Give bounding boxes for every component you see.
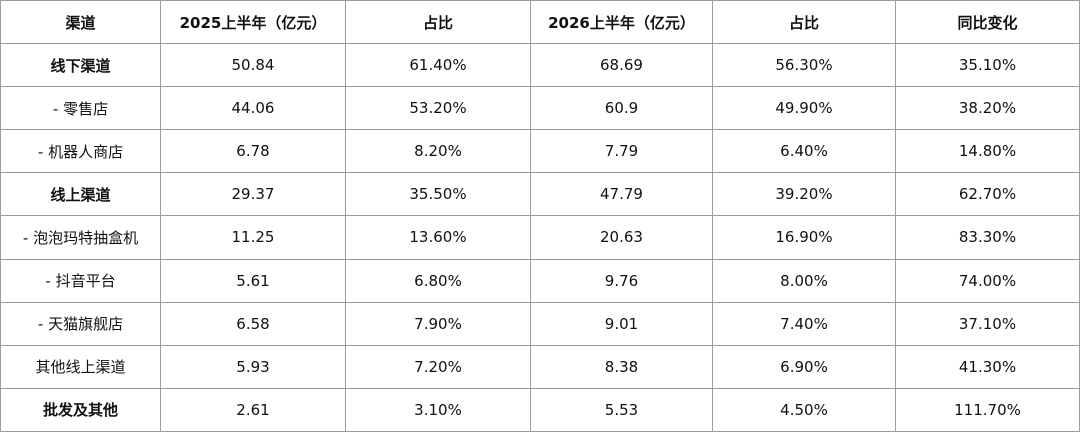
value-cell: 9.01 (530, 301, 713, 346)
value-cell: 8.00% (712, 258, 896, 303)
channel-cell: 批发及其他 (0, 387, 161, 433)
value-cell: 5.61 (160, 258, 346, 303)
channel-cell: - 抖音平台 (0, 258, 161, 303)
table-row: - 零售店 44.06 53.20% 60.9 49.90% 38.20% (0, 86, 1080, 131)
value-cell: 83.30% (895, 215, 1080, 260)
value-cell: 38.20% (895, 86, 1080, 131)
channel-cell: 线下渠道 (0, 42, 161, 88)
value-cell: 44.06 (160, 86, 346, 131)
table-row: 批发及其他 2.61 3.10% 5.53 4.50% 111.70% (0, 387, 1080, 433)
header-cell: 2026上半年（亿元） (530, 0, 713, 44)
header-cell: 渠道 (0, 0, 161, 44)
channel-cell: - 零售店 (0, 86, 161, 131)
value-cell: 7.79 (530, 129, 713, 174)
value-cell: 47.79 (530, 172, 713, 217)
value-cell: 60.9 (530, 86, 713, 131)
value-cell: 6.78 (160, 129, 346, 174)
value-cell: 29.37 (160, 172, 346, 217)
table-row: 线上渠道 29.37 35.50% 47.79 39.20% 62.70% (0, 172, 1080, 217)
table-row: - 泡泡玛特抽盒机 11.25 13.60% 20.63 16.90% 83.30% (0, 215, 1080, 260)
value-cell: 61.40% (345, 42, 531, 88)
value-cell: 35.10% (895, 42, 1080, 88)
value-cell: 3.10% (345, 387, 531, 433)
value-cell: 6.40% (712, 129, 896, 174)
table-row: - 机器人商店 6.78 8.20% 7.79 6.40% 14.80% (0, 129, 1080, 174)
value-cell: 14.80% (895, 129, 1080, 174)
value-cell: 8.38 (530, 344, 713, 389)
table-body: 线下渠道 50.84 61.40% 68.69 56.30% 35.10% - 零售店 44.… (0, 42, 1080, 433)
value-cell: 49.90% (712, 86, 896, 131)
value-cell: 50.84 (160, 42, 346, 88)
value-cell: 5.93 (160, 344, 346, 389)
value-cell: 74.00% (895, 258, 1080, 303)
table-row: - 抖音平台 5.61 6.80% 9.76 8.00% 74.00% (0, 258, 1080, 303)
table-row: 线下渠道 50.84 61.40% 68.69 56.30% 35.10% (0, 42, 1080, 88)
value-cell: 53.20% (345, 86, 531, 131)
channel-cell: - 泡泡玛特抽盒机 (0, 215, 161, 260)
value-cell: 111.70% (895, 387, 1080, 433)
header-cell: 占比 (345, 0, 531, 44)
value-cell: 7.90% (345, 301, 531, 346)
value-cell: 9.76 (530, 258, 713, 303)
header-cell: 同比变化 (895, 0, 1080, 44)
value-cell: 16.90% (712, 215, 896, 260)
channel-cell: - 机器人商店 (0, 129, 161, 174)
header-cell: 2025上半年（亿元） (160, 0, 346, 44)
header-cell: 占比 (712, 0, 896, 44)
value-cell: 39.20% (712, 172, 896, 217)
value-cell: 11.25 (160, 215, 346, 260)
header-row: 渠道 2025上半年（亿元） 占比 2026上半年（亿元） 占比 同比变化 (0, 0, 1080, 44)
table-row: 其他线上渠道 5.93 7.20% 8.38 6.90% 41.30% (0, 344, 1080, 389)
value-cell: 6.58 (160, 301, 346, 346)
value-cell: 35.50% (345, 172, 531, 217)
value-cell: 56.30% (712, 42, 896, 88)
value-cell: 20.63 (530, 215, 713, 260)
value-cell: 6.80% (345, 258, 531, 303)
value-cell: 7.20% (345, 344, 531, 389)
value-cell: 5.53 (530, 387, 713, 433)
value-cell: 7.40% (712, 301, 896, 346)
value-cell: 68.69 (530, 42, 713, 88)
channel-cell: - 天猫旗舰店 (0, 301, 161, 346)
value-cell: 2.61 (160, 387, 346, 433)
channel-cell: 其他线上渠道 (0, 344, 161, 389)
value-cell: 8.20% (345, 129, 531, 174)
value-cell: 4.50% (712, 387, 896, 433)
value-cell: 41.30% (895, 344, 1080, 389)
table-row: - 天猫旗舰店 6.58 7.90% 9.01 7.40% 37.10% (0, 301, 1080, 346)
channel-cell: 线上渠道 (0, 172, 161, 217)
value-cell: 13.60% (345, 215, 531, 260)
value-cell: 6.90% (712, 344, 896, 389)
value-cell: 62.70% (895, 172, 1080, 217)
value-cell: 37.10% (895, 301, 1080, 346)
